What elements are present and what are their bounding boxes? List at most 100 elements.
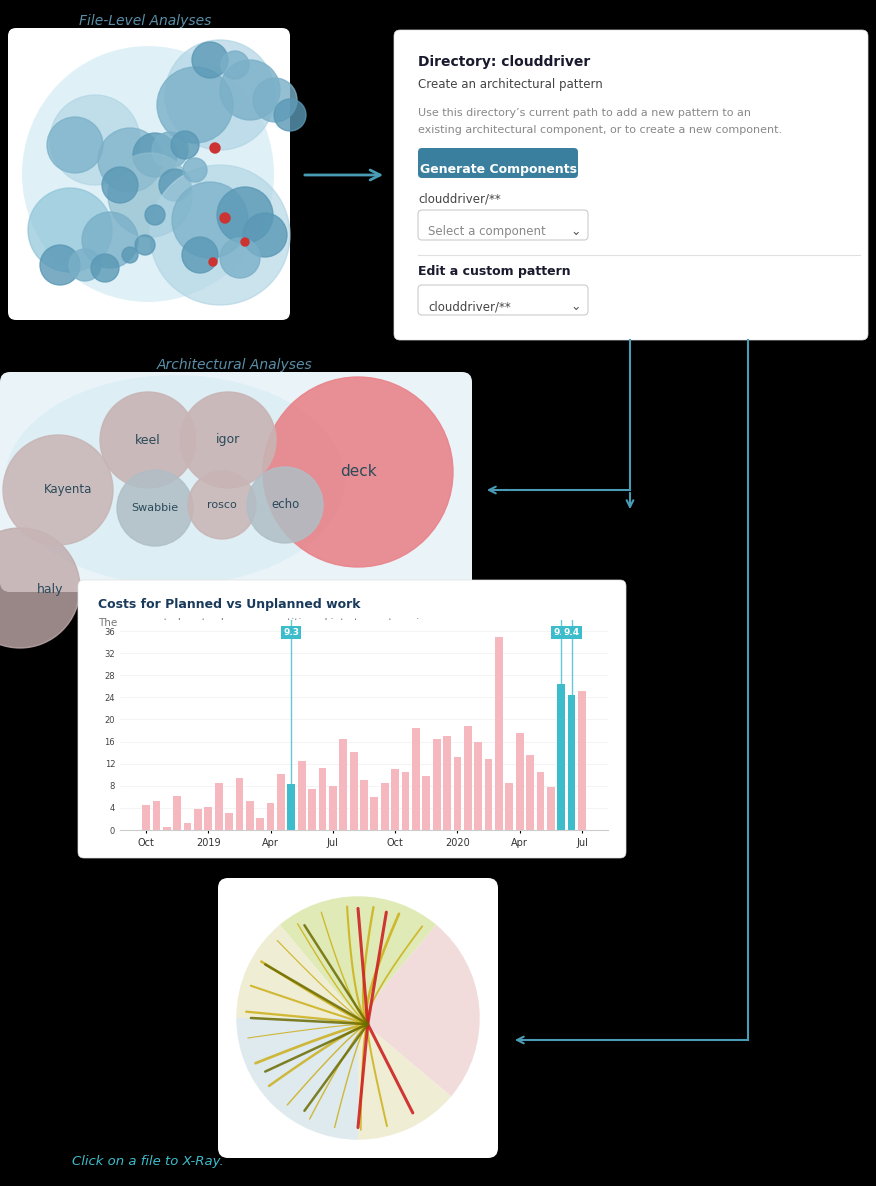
Wedge shape <box>237 1018 358 1140</box>
Bar <box>401 772 409 830</box>
Circle shape <box>69 249 101 281</box>
Circle shape <box>152 132 188 168</box>
Text: Generate Components: Generate Components <box>420 162 576 176</box>
Text: clouddriver/**: clouddriver/** <box>418 192 501 205</box>
FancyBboxPatch shape <box>0 372 472 592</box>
Circle shape <box>100 393 196 487</box>
Wedge shape <box>358 1018 451 1140</box>
Circle shape <box>171 130 199 159</box>
Circle shape <box>220 60 280 120</box>
Ellipse shape <box>22 46 274 302</box>
Circle shape <box>243 213 287 257</box>
FancyBboxPatch shape <box>8 28 290 320</box>
Circle shape <box>221 51 249 79</box>
Bar <box>557 683 565 830</box>
Bar <box>536 772 544 830</box>
Circle shape <box>108 153 192 237</box>
Bar <box>287 784 295 830</box>
Circle shape <box>150 165 290 305</box>
Circle shape <box>50 95 140 185</box>
Wedge shape <box>237 925 358 1018</box>
Text: igor: igor <box>215 434 240 446</box>
Bar <box>505 783 513 830</box>
Bar <box>142 805 150 830</box>
Bar <box>266 803 274 830</box>
FancyBboxPatch shape <box>418 210 588 240</box>
Bar <box>329 786 336 830</box>
Bar <box>173 796 181 830</box>
Circle shape <box>263 377 453 567</box>
Text: ⌄: ⌄ <box>570 225 581 238</box>
Bar <box>204 806 212 830</box>
Bar <box>350 752 357 830</box>
FancyBboxPatch shape <box>394 30 868 340</box>
Circle shape <box>117 470 193 546</box>
Text: echo: echo <box>271 498 299 511</box>
Text: deck: deck <box>340 465 377 479</box>
Circle shape <box>210 144 220 153</box>
Circle shape <box>165 40 275 149</box>
Text: rosco: rosco <box>207 500 237 510</box>
Circle shape <box>183 158 207 181</box>
Text: clouddriver/**: clouddriver/** <box>428 300 511 313</box>
Text: Costs for Planned vs Unplanned work: Costs for Planned vs Unplanned work <box>98 598 361 611</box>
Circle shape <box>220 213 230 223</box>
Bar <box>454 757 462 830</box>
Bar <box>568 695 576 830</box>
Bar <box>308 789 316 830</box>
Text: haly: haly <box>37 584 63 597</box>
Bar <box>422 776 430 830</box>
Text: Use this directory’s current path to add a new pattern to an: Use this directory’s current path to add… <box>418 108 751 117</box>
Circle shape <box>102 167 138 203</box>
Circle shape <box>82 212 138 268</box>
Bar <box>433 739 441 830</box>
Circle shape <box>98 128 162 192</box>
Circle shape <box>135 235 155 255</box>
Circle shape <box>220 238 260 278</box>
Text: 9.2: 9.2 <box>553 629 569 637</box>
Circle shape <box>253 78 297 122</box>
Bar <box>152 802 160 830</box>
Bar <box>371 797 378 830</box>
Text: Swabbie: Swabbie <box>131 503 179 514</box>
Bar <box>547 786 555 830</box>
Text: Click on a file to X-Ray.: Click on a file to X-Ray. <box>72 1155 224 1168</box>
Circle shape <box>217 187 273 243</box>
Bar <box>225 812 233 830</box>
Text: ⌄: ⌄ <box>570 300 581 313</box>
Text: Create an architectural pattern: Create an architectural pattern <box>418 78 603 91</box>
Circle shape <box>274 98 306 130</box>
Bar <box>464 726 471 830</box>
Circle shape <box>133 133 177 177</box>
Wedge shape <box>358 925 480 1096</box>
Circle shape <box>188 471 256 538</box>
Bar <box>184 823 192 830</box>
Text: File-Level Analyses: File-Level Analyses <box>79 14 211 28</box>
Text: The aggregated costs above are partitioned into two categories.: The aggregated costs above are partition… <box>98 618 434 629</box>
Circle shape <box>0 528 80 648</box>
Bar <box>484 759 492 830</box>
Bar <box>412 728 420 830</box>
Circle shape <box>40 246 80 285</box>
Bar <box>474 741 482 830</box>
FancyBboxPatch shape <box>418 148 578 178</box>
Text: 9.3: 9.3 <box>283 629 300 637</box>
Bar <box>526 755 534 830</box>
Circle shape <box>159 168 191 200</box>
Circle shape <box>247 467 323 543</box>
Text: keel: keel <box>135 434 161 446</box>
Bar <box>163 828 171 830</box>
FancyBboxPatch shape <box>78 580 626 857</box>
Circle shape <box>3 435 113 546</box>
Bar <box>495 637 503 830</box>
Ellipse shape <box>5 375 345 585</box>
Text: existing architectural component, or to create a new component.: existing architectural component, or to … <box>418 125 782 135</box>
Bar <box>215 783 223 830</box>
FancyBboxPatch shape <box>418 285 588 315</box>
Circle shape <box>145 205 165 225</box>
Circle shape <box>172 181 248 259</box>
Bar <box>194 809 201 830</box>
Circle shape <box>192 42 228 78</box>
Bar <box>257 818 265 830</box>
Bar <box>392 770 399 830</box>
